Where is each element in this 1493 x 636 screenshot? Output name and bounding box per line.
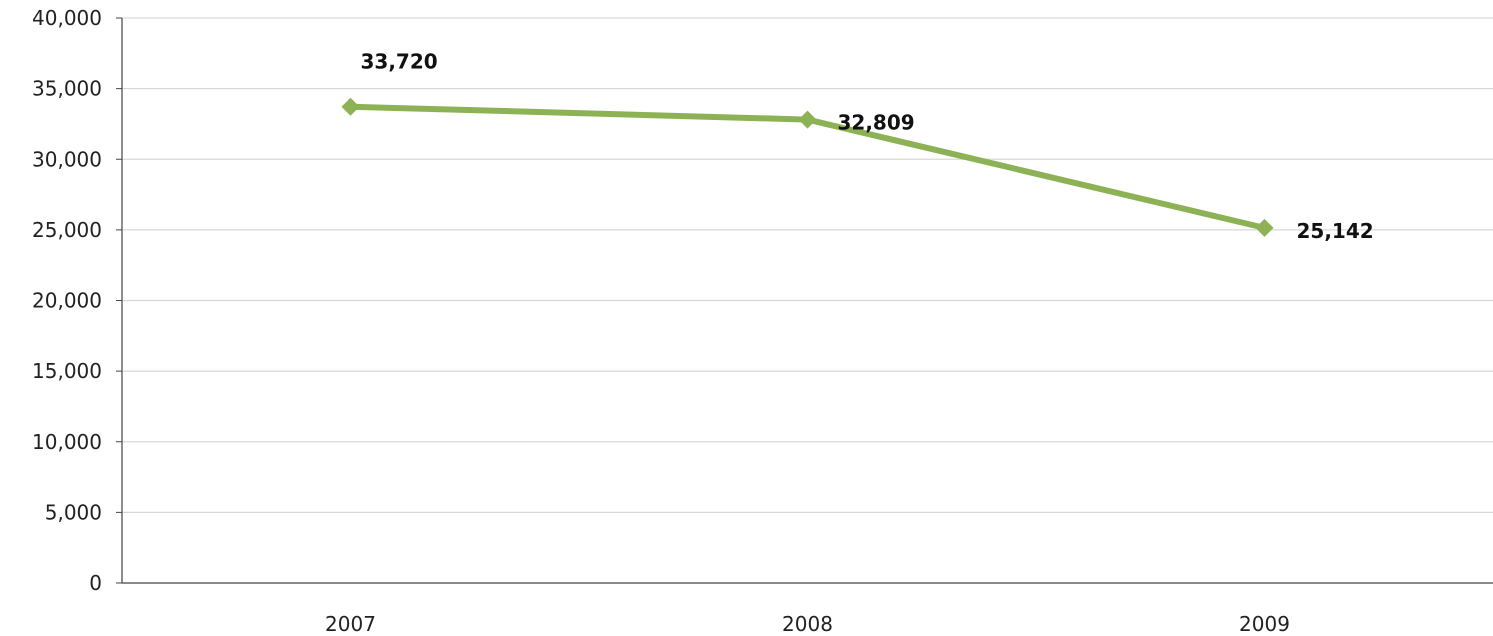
- y-axis-tick-label: 25,000: [32, 218, 102, 242]
- x-axis-tick-label: 2009: [1239, 612, 1290, 636]
- x-axis-tick-label: 2008: [782, 612, 833, 636]
- data-label: 32,809: [838, 111, 915, 135]
- y-axis-tick-label: 30,000: [32, 147, 102, 171]
- y-axis-tick-label: 0: [89, 571, 102, 595]
- series-group: [341, 97, 1274, 237]
- data-label: 25,142: [1297, 219, 1374, 243]
- data-labels: 33,720 32,809 25,142: [361, 50, 1374, 243]
- x-axis-tick-labels: 2007 2008 2009: [325, 612, 1290, 636]
- y-axis-tick-label: 5,000: [45, 500, 102, 524]
- y-axis-tick-labels: 0 5,000 10,000 15,000 20,000 25,000 30,000 35,0…: [32, 6, 102, 595]
- y-axis-tick-label: 20,000: [32, 289, 102, 313]
- data-point-marker: [341, 97, 360, 116]
- y-axis-tick-label: 40,000: [32, 6, 102, 30]
- gridlines: [122, 17, 1493, 513]
- axes: [116, 17, 1493, 584]
- y-axis-tick-label: 15,000: [32, 359, 102, 383]
- y-axis-tick-label: 35,000: [32, 77, 102, 101]
- y-axis-tick-label: 10,000: [32, 430, 102, 454]
- data-label: 33,720: [361, 50, 438, 74]
- data-point-marker: [1255, 218, 1274, 237]
- data-point-marker: [798, 110, 817, 129]
- x-axis-tick-label: 2007: [325, 612, 376, 636]
